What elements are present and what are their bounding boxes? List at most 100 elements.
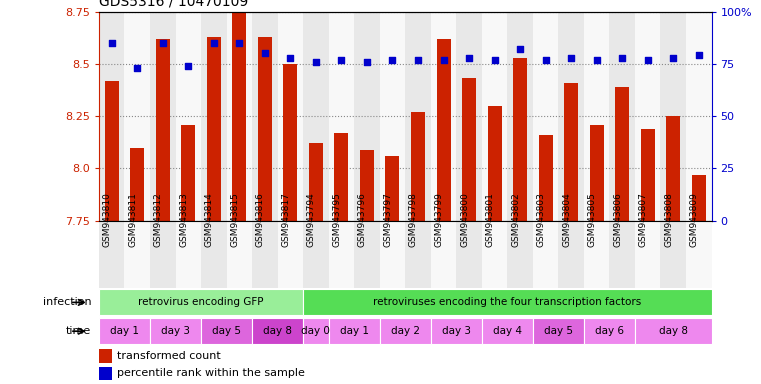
Point xyxy=(106,40,118,46)
Point xyxy=(157,40,169,46)
Point xyxy=(310,59,322,65)
Bar xyxy=(513,58,527,221)
Text: day 2: day 2 xyxy=(390,326,420,336)
Bar xyxy=(329,318,380,344)
Bar xyxy=(635,12,661,221)
Bar xyxy=(360,150,374,221)
Bar xyxy=(354,221,380,288)
Bar xyxy=(329,12,354,221)
Bar xyxy=(508,221,533,288)
Bar xyxy=(431,221,457,288)
Bar xyxy=(559,221,584,288)
Bar xyxy=(533,221,559,288)
Text: day 5: day 5 xyxy=(544,326,573,336)
Text: day 3: day 3 xyxy=(442,326,471,336)
Point xyxy=(616,55,629,61)
Bar xyxy=(303,318,329,344)
Bar xyxy=(156,39,170,221)
Bar xyxy=(539,135,552,221)
Point xyxy=(361,59,373,65)
Point xyxy=(412,56,424,63)
Bar xyxy=(482,12,508,221)
Bar xyxy=(207,36,221,221)
Text: day 4: day 4 xyxy=(493,326,522,336)
Bar xyxy=(125,221,150,288)
Bar xyxy=(431,318,482,344)
Point xyxy=(285,55,297,61)
Bar xyxy=(201,318,252,344)
Point xyxy=(667,55,680,61)
Text: transformed count: transformed count xyxy=(117,351,221,361)
Bar xyxy=(99,221,125,288)
Bar xyxy=(584,12,610,221)
Bar xyxy=(641,129,654,221)
Bar xyxy=(309,143,323,221)
Bar xyxy=(150,12,176,221)
Point xyxy=(438,56,450,63)
Bar xyxy=(252,221,278,288)
Bar xyxy=(559,12,584,221)
Bar xyxy=(201,221,227,288)
Point xyxy=(259,50,271,56)
Point xyxy=(182,63,194,69)
Text: day 3: day 3 xyxy=(161,326,190,336)
Point xyxy=(336,56,348,63)
Bar xyxy=(406,12,431,221)
Text: day 0: day 0 xyxy=(301,326,330,336)
Bar xyxy=(533,12,559,221)
Bar xyxy=(482,221,508,288)
Bar xyxy=(635,221,661,288)
Text: percentile rank within the sample: percentile rank within the sample xyxy=(117,368,305,378)
Bar xyxy=(584,221,610,288)
Bar xyxy=(232,12,247,221)
Bar xyxy=(329,221,354,288)
Bar xyxy=(386,156,400,221)
Bar xyxy=(176,221,201,288)
Point xyxy=(693,52,705,58)
Bar xyxy=(227,12,252,221)
Bar xyxy=(258,36,272,221)
Bar xyxy=(283,64,298,221)
Bar xyxy=(437,39,451,221)
Point xyxy=(642,56,654,63)
Text: retrovirus encoding GFP: retrovirus encoding GFP xyxy=(139,297,264,308)
Text: day 8: day 8 xyxy=(659,326,688,336)
Text: infection: infection xyxy=(43,297,91,308)
Bar xyxy=(150,318,201,344)
Bar xyxy=(99,318,150,344)
Bar xyxy=(105,81,119,221)
Bar xyxy=(610,221,635,288)
Bar xyxy=(99,12,125,221)
Bar xyxy=(278,12,303,221)
Bar xyxy=(590,124,603,221)
Point xyxy=(387,56,399,63)
Bar xyxy=(303,12,329,221)
Bar xyxy=(176,12,201,221)
Bar xyxy=(354,12,380,221)
Bar xyxy=(411,112,425,221)
Bar xyxy=(150,221,176,288)
Bar xyxy=(686,221,712,288)
Point xyxy=(489,56,501,63)
Bar xyxy=(99,367,113,380)
Point xyxy=(463,55,475,61)
Bar xyxy=(201,12,227,221)
Bar xyxy=(252,12,278,221)
Bar xyxy=(406,221,431,288)
Bar xyxy=(615,87,629,221)
Bar xyxy=(380,12,406,221)
Bar xyxy=(610,12,635,221)
Text: retroviruses encoding the four transcription factors: retroviruses encoding the four transcrip… xyxy=(373,297,642,308)
Bar xyxy=(181,124,196,221)
Text: day 6: day 6 xyxy=(595,326,624,336)
Bar xyxy=(303,221,329,288)
Text: day 8: day 8 xyxy=(263,326,292,336)
Bar xyxy=(431,12,457,221)
Bar xyxy=(457,221,482,288)
Bar xyxy=(462,78,476,221)
Bar xyxy=(661,221,686,288)
Text: day 1: day 1 xyxy=(110,326,139,336)
Point xyxy=(591,56,603,63)
Bar xyxy=(380,318,431,344)
Bar xyxy=(130,147,145,221)
